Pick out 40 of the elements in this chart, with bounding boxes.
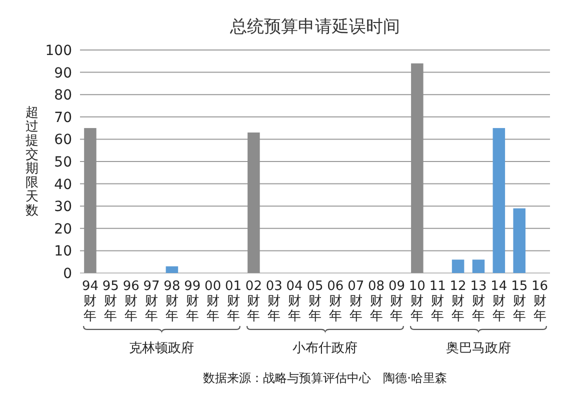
y-tick-label: 70: [54, 110, 72, 126]
x-tick-label: 14财年: [490, 279, 508, 324]
y-tick-label: 30: [54, 199, 72, 216]
x-tick-label: 00财年: [204, 279, 222, 324]
x-tick-label: 12财年: [450, 279, 466, 324]
x-tick-label: 16财年: [532, 279, 548, 324]
x-tick-label: 03财年: [266, 279, 282, 324]
y-tick-label: 10: [54, 244, 72, 260]
y-tick-label: 100: [45, 43, 72, 59]
x-tick-label: 94财年: [82, 279, 98, 324]
x-tick-label: 97财年: [143, 279, 160, 324]
y-tick-label: 20: [54, 221, 72, 238]
x-tick-label: 95财年: [102, 279, 119, 324]
y-axis-title: 超过提交期限天数: [26, 106, 38, 218]
x-tick-label: 15财年: [511, 279, 528, 324]
x-tick-label: 02财年: [245, 279, 262, 324]
x-tick-label: 99财年: [184, 279, 201, 324]
x-tick-label: 08财年: [368, 279, 385, 324]
chart-title: 总统预算申请延误时间: [229, 17, 400, 37]
x-tick-label: 96财年: [122, 279, 140, 324]
x-tick-label: 98财年: [164, 279, 180, 324]
x-tick-label: 11财年: [429, 279, 446, 324]
x-tick-label: 09财年: [388, 279, 406, 324]
y-tick-label: 90: [54, 65, 72, 82]
text: 奥巴马政府: [446, 340, 511, 356]
y-tick-label: 40: [54, 176, 72, 193]
x-tick-label: 06财年: [327, 279, 344, 324]
x-tick-label: 05财年: [306, 279, 324, 324]
x-tick-label: 13财年: [470, 279, 487, 324]
y-tick-label: 50: [54, 154, 72, 170]
text: 克林顿政府: [129, 340, 194, 356]
x-tick-label: 01财年: [224, 279, 242, 324]
x-tick-label: 07财年: [348, 279, 364, 324]
y-tick-label: 60: [54, 132, 72, 148]
source-note: 数据来源：战略与预算评估中心 陶德·哈里森: [203, 371, 447, 385]
text: 小布什政府: [292, 340, 358, 356]
x-tick-label: 10财年: [408, 279, 426, 324]
y-tick-label: 0: [63, 266, 72, 282]
y-tick-label: 80: [54, 88, 72, 104]
x-tick-label: 04财年: [286, 279, 303, 324]
